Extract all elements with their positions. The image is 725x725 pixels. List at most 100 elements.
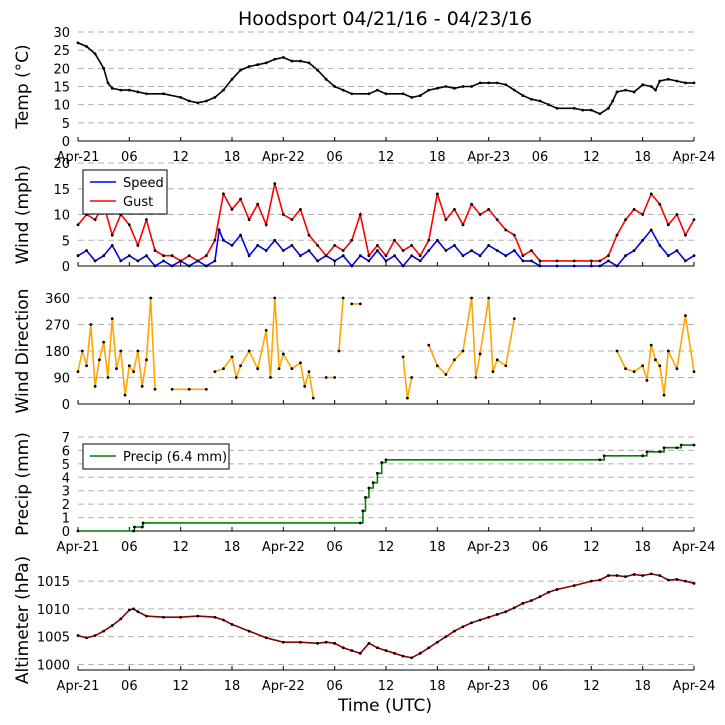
x-tick-label: Apr-23 bbox=[467, 679, 510, 694]
data-point bbox=[598, 112, 602, 116]
data-point bbox=[624, 254, 627, 258]
data-point bbox=[333, 85, 337, 88]
data-point bbox=[649, 228, 653, 232]
data-point bbox=[247, 254, 251, 258]
y-tick-label: 25 bbox=[53, 44, 70, 59]
data-point bbox=[589, 259, 593, 263]
data-point bbox=[110, 244, 114, 247]
x-tick-label: Apr-24 bbox=[673, 540, 716, 555]
y-tick-label: 0 bbox=[62, 525, 70, 540]
data-point bbox=[675, 578, 679, 581]
data-point bbox=[376, 471, 379, 475]
data-point bbox=[427, 88, 431, 92]
data-point bbox=[127, 254, 131, 258]
series-line-altimeter bbox=[77, 573, 695, 659]
data-point bbox=[341, 249, 345, 252]
data-point bbox=[658, 574, 662, 577]
data-point bbox=[470, 249, 473, 252]
data-point bbox=[132, 370, 136, 374]
data-point bbox=[179, 615, 183, 619]
data-point bbox=[281, 352, 285, 356]
x-tick-label: 12 bbox=[583, 679, 600, 694]
data-point bbox=[132, 607, 136, 611]
data-point bbox=[204, 99, 208, 103]
data-point bbox=[410, 96, 414, 99]
data-point bbox=[453, 629, 456, 633]
data-point bbox=[93, 218, 97, 222]
data-point bbox=[512, 88, 516, 92]
x-tick-label: 06 bbox=[532, 540, 549, 555]
data-point bbox=[658, 202, 662, 206]
series-line-direction bbox=[77, 297, 156, 396]
series-line-direction bbox=[214, 297, 315, 399]
data-point bbox=[273, 182, 277, 186]
data-point bbox=[162, 254, 165, 258]
data-point bbox=[350, 649, 354, 652]
data-point bbox=[384, 92, 388, 96]
data-point bbox=[299, 361, 302, 365]
data-point bbox=[692, 581, 696, 585]
data-point bbox=[307, 249, 311, 252]
data-point bbox=[311, 396, 315, 400]
data-point bbox=[624, 218, 627, 222]
data-point bbox=[444, 85, 448, 88]
data-point bbox=[470, 621, 473, 625]
data-point bbox=[649, 192, 653, 196]
data-point bbox=[76, 634, 80, 637]
x-tick-label: Apr-21 bbox=[57, 150, 100, 165]
data-point bbox=[277, 367, 281, 371]
data-point bbox=[435, 640, 439, 644]
data-point bbox=[376, 646, 379, 650]
data-point bbox=[316, 641, 319, 645]
data-point bbox=[136, 90, 140, 94]
data-point bbox=[119, 349, 123, 353]
y-axis-label-temp: Temp (°C) bbox=[13, 44, 33, 129]
data-point bbox=[115, 367, 118, 371]
data-point bbox=[204, 254, 208, 258]
data-point bbox=[654, 88, 657, 92]
data-point bbox=[632, 249, 636, 252]
data-point bbox=[136, 610, 140, 614]
data-point bbox=[350, 264, 354, 268]
data-point bbox=[692, 443, 696, 447]
data-point bbox=[401, 654, 405, 658]
data-point bbox=[547, 590, 550, 594]
data-point bbox=[401, 355, 405, 359]
data-point bbox=[264, 223, 268, 227]
data-point bbox=[453, 207, 456, 211]
y-tick-label: 0 bbox=[62, 135, 70, 150]
data-point bbox=[217, 228, 221, 232]
data-point bbox=[290, 59, 294, 63]
data-point bbox=[102, 340, 106, 344]
x-tick-label: 12 bbox=[378, 150, 395, 165]
data-point bbox=[307, 370, 311, 374]
data-point bbox=[487, 81, 491, 85]
data-point bbox=[615, 233, 619, 237]
x-tick-label: 12 bbox=[583, 150, 600, 165]
data-point bbox=[555, 264, 559, 268]
x-tick-label: 12 bbox=[378, 540, 395, 555]
y-tick-label: 15 bbox=[53, 183, 70, 198]
data-point bbox=[264, 636, 268, 640]
y-tick-label: 6 bbox=[62, 444, 70, 459]
data-point bbox=[222, 88, 225, 92]
x-tick-label: 12 bbox=[583, 540, 600, 555]
data-point bbox=[555, 259, 559, 263]
data-point bbox=[341, 646, 345, 650]
data-point bbox=[367, 486, 371, 490]
data-point bbox=[572, 264, 576, 268]
data-point bbox=[649, 572, 653, 576]
data-point bbox=[140, 384, 144, 388]
x-tick-label: 18 bbox=[634, 679, 651, 694]
x-tick-label: Apr-23 bbox=[467, 540, 510, 555]
data-point bbox=[76, 254, 80, 258]
data-point bbox=[333, 244, 337, 247]
data-point bbox=[299, 207, 302, 211]
data-point bbox=[504, 254, 508, 258]
data-point bbox=[418, 651, 422, 655]
data-point bbox=[410, 244, 414, 247]
data-point bbox=[384, 259, 388, 263]
data-point bbox=[512, 249, 516, 252]
data-point bbox=[692, 81, 696, 85]
data-point bbox=[538, 264, 542, 268]
